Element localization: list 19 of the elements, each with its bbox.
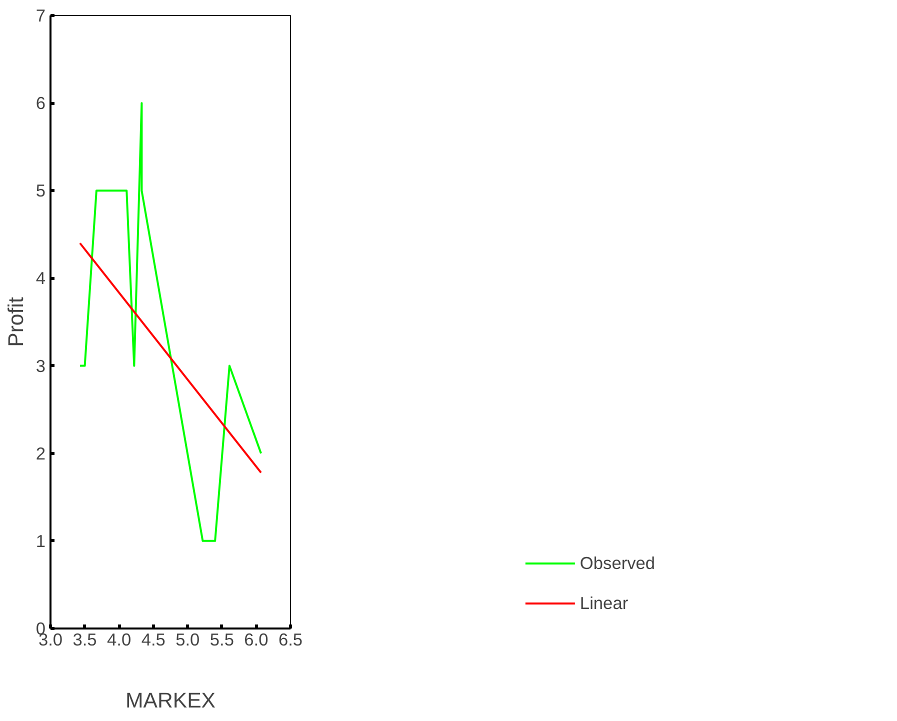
x-tick-label: 4.5 — [141, 630, 166, 650]
y-axis-title: Profit — [4, 297, 28, 347]
y-tick-label: 3 — [36, 356, 46, 376]
y-tick-label: 2 — [36, 443, 46, 464]
x-tick-label: 6.5 — [278, 630, 303, 650]
x-axis-title: MARKEX — [125, 688, 216, 712]
line-series — [78, 102, 262, 542]
x-tick-label: 4.0 — [107, 630, 132, 650]
legend-label: Observed — [580, 552, 656, 574]
x-tick-label: 3.5 — [72, 630, 97, 650]
y-tick-label: 7 — [36, 6, 46, 26]
x-tick-label: 5.5 — [210, 630, 234, 650]
x-tick-label: 6.0 — [244, 630, 268, 650]
legend-label: Linear — [580, 592, 628, 614]
y-tick-label: 5 — [36, 180, 46, 201]
y-tick-label: 4 — [36, 268, 46, 288]
x-tick-label: 5.0 — [176, 630, 200, 650]
y-tick-label: 6 — [36, 93, 46, 114]
y-tick-label: 1 — [36, 530, 46, 551]
